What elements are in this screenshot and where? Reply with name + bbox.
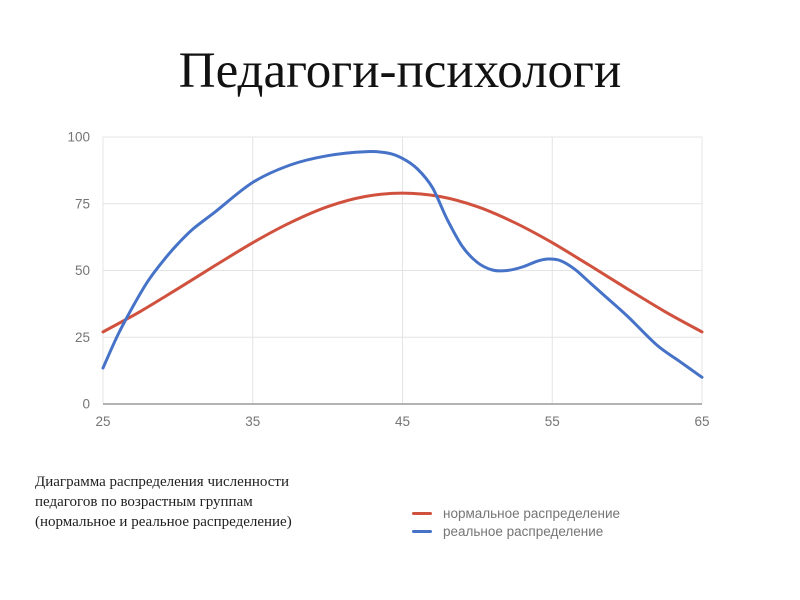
series-line-0 (101, 191, 704, 334)
caption-line: (нормальное и реальное распределение) (35, 514, 292, 530)
legend-label: реальное распределение (443, 524, 604, 539)
chart-legend: нормальное распределение реальное распре… (412, 506, 620, 539)
legend-item-normal: нормальное распределение (412, 506, 620, 521)
chart-canvas: 25 35 45 55 65 0 25 50 75 100 (67, 130, 709, 430)
y-tick-label: 75 (75, 196, 90, 211)
x-tick-label: 55 (545, 414, 560, 429)
x-tick-label: 65 (694, 414, 709, 429)
y-tick-label: 50 (75, 263, 90, 278)
caption-line: педагогов по возрастным группам (35, 494, 253, 510)
x-tick-label: 25 (95, 414, 110, 429)
y-tick-label: 100 (67, 130, 90, 145)
x-tick-label: 45 (395, 414, 410, 429)
series-line-1 (101, 150, 704, 379)
page-title: Педагоги-психологи (178, 43, 622, 99)
distribution-chart: 25 35 45 55 65 0 25 50 75 100 (0, 110, 760, 450)
chart-caption: Диаграмма распределения численности педа… (35, 472, 335, 532)
y-tick-label: 25 (75, 330, 90, 345)
x-tick-label: 35 (245, 414, 260, 429)
legend-swatch-blue-line (412, 530, 432, 533)
legend-swatch-red-line (412, 512, 432, 515)
caption-line: Диаграмма распределения численности (35, 474, 289, 490)
legend-label: нормальное распределение (443, 506, 621, 521)
legend-item-real: реальное распределение (412, 524, 620, 539)
y-tick-label: 0 (82, 397, 90, 412)
